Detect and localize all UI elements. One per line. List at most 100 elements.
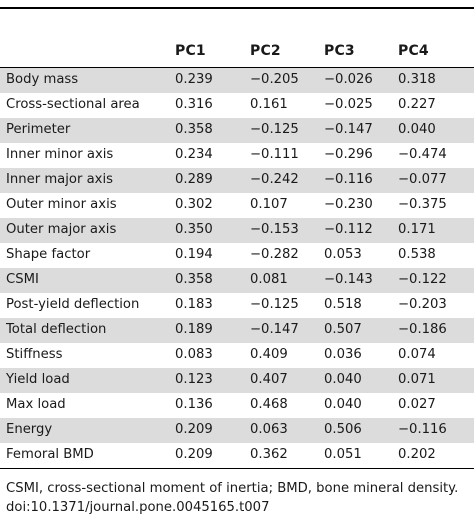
cell-pc2: 0.468 xyxy=(250,397,288,412)
cell-pc2: 0.107 xyxy=(250,197,288,212)
table-row: Energy 0.209 0.063 0.506 −0.116 xyxy=(0,418,474,443)
table-header: PC1 PC2 PC3 PC4 xyxy=(0,9,474,68)
cell-pc3: 0.040 xyxy=(324,397,362,412)
cell-pc4: −0.122 xyxy=(398,272,447,287)
cell-pc4: −0.375 xyxy=(398,197,447,212)
cell-pc3: −0.025 xyxy=(324,97,373,112)
cell-pc1: 0.358 xyxy=(175,122,213,137)
cell-pc2: −0.125 xyxy=(250,297,299,312)
table-row: CSMI 0.358 0.081 −0.143 −0.122 xyxy=(0,268,474,293)
cell-pc4: −0.116 xyxy=(398,422,447,437)
cell-pc1: 0.189 xyxy=(175,322,213,337)
row-label: Cross-sectional area xyxy=(6,97,140,112)
cell-pc3: −0.026 xyxy=(324,72,373,87)
table-row: Shape factor 0.194 −0.282 0.053 0.538 xyxy=(0,243,474,268)
cell-pc1: 0.209 xyxy=(175,422,213,437)
table-row: Outer minor axis 0.302 0.107 −0.230 −0.375 xyxy=(0,193,474,218)
footnote-abbreviations: CSMI, cross-sectional moment of inertia;… xyxy=(6,481,459,496)
cell-pc1: 0.234 xyxy=(175,147,213,162)
row-label: Max load xyxy=(6,397,66,412)
cell-pc4: −0.077 xyxy=(398,172,447,187)
cell-pc1: 0.316 xyxy=(175,97,213,112)
cell-pc1: 0.350 xyxy=(175,222,213,237)
header-pc1: PC1 xyxy=(175,43,206,59)
table-row: Max load 0.136 0.468 0.040 0.027 xyxy=(0,393,474,418)
table-row: Perimeter 0.358 −0.125 −0.147 0.040 xyxy=(0,118,474,143)
table-row: Femoral BMD 0.209 0.362 0.051 0.202 xyxy=(0,443,474,468)
cell-pc4: 0.202 xyxy=(398,447,436,462)
table-row: Stiffness 0.083 0.409 0.036 0.074 xyxy=(0,343,474,368)
cell-pc2: −0.111 xyxy=(250,147,299,162)
cell-pc2: −0.242 xyxy=(250,172,299,187)
cell-pc4: 0.074 xyxy=(398,347,436,362)
table-row: Total deflection 0.189 −0.147 0.507 −0.186 xyxy=(0,318,474,343)
cell-pc4: −0.474 xyxy=(398,147,447,162)
cell-pc3: 0.040 xyxy=(324,372,362,387)
cell-pc3: −0.143 xyxy=(324,272,373,287)
cell-pc4: 0.538 xyxy=(398,247,436,262)
bottom-rule xyxy=(0,468,474,469)
row-label: CSMI xyxy=(6,272,39,287)
cell-pc3: 0.036 xyxy=(324,347,362,362)
cell-pc4: 0.027 xyxy=(398,397,436,412)
cell-pc4: −0.203 xyxy=(398,297,447,312)
cell-pc1: 0.123 xyxy=(175,372,213,387)
cell-pc2: 0.362 xyxy=(250,447,288,462)
cell-pc2: 0.409 xyxy=(250,347,288,362)
cell-pc2: 0.407 xyxy=(250,372,288,387)
cell-pc4: 0.040 xyxy=(398,122,436,137)
cell-pc1: 0.239 xyxy=(175,72,213,87)
row-label: Body mass xyxy=(6,72,79,87)
row-label: Outer major axis xyxy=(6,222,117,237)
row-label: Perimeter xyxy=(6,122,71,137)
row-label: Total deflection xyxy=(6,322,107,337)
cell-pc3: −0.147 xyxy=(324,122,373,137)
cell-pc4: 0.318 xyxy=(398,72,436,87)
cell-pc2: 0.161 xyxy=(250,97,288,112)
cell-pc3: 0.506 xyxy=(324,422,362,437)
cell-pc2: −0.153 xyxy=(250,222,299,237)
cell-pc1: 0.209 xyxy=(175,447,213,462)
top-rule xyxy=(0,7,474,9)
table-row: Cross-sectional area 0.316 0.161 −0.025 0.22… xyxy=(0,93,474,118)
table-row: Inner minor axis 0.234 −0.111 −0.296 −0.474 xyxy=(0,143,474,168)
row-label: Stiffness xyxy=(6,347,63,362)
cell-pc4: 0.071 xyxy=(398,372,436,387)
header-pc4: PC4 xyxy=(398,43,429,59)
cell-pc1: 0.183 xyxy=(175,297,213,312)
cell-pc2: −0.282 xyxy=(250,247,299,262)
row-label: Yield load xyxy=(6,372,70,387)
cell-pc3: −0.230 xyxy=(324,197,373,212)
table-row: Outer major axis 0.350 −0.153 −0.112 0.171 xyxy=(0,218,474,243)
header-pc2: PC2 xyxy=(250,43,281,59)
row-label: Outer minor axis xyxy=(6,197,117,212)
cell-pc1: 0.194 xyxy=(175,247,213,262)
cell-pc2: −0.125 xyxy=(250,122,299,137)
cell-pc3: −0.296 xyxy=(324,147,373,162)
cell-pc4: −0.186 xyxy=(398,322,447,337)
cell-pc2: 0.081 xyxy=(250,272,288,287)
row-label: Inner major axis xyxy=(6,172,114,187)
cell-pc1: 0.136 xyxy=(175,397,213,412)
row-label: Energy xyxy=(6,422,53,437)
cell-pc3: 0.518 xyxy=(324,297,362,312)
cell-pc2: −0.147 xyxy=(250,322,299,337)
cell-pc3: 0.051 xyxy=(324,447,362,462)
cell-pc3: 0.053 xyxy=(324,247,362,262)
cell-pc2: −0.205 xyxy=(250,72,299,87)
cell-pc3: −0.116 xyxy=(324,172,373,187)
table-footnote: CSMI, cross-sectional moment of inertia;… xyxy=(0,469,474,517)
table-row: Yield load 0.123 0.407 0.040 0.071 xyxy=(0,368,474,393)
header-pc3: PC3 xyxy=(324,43,355,59)
table-row: Body mass 0.239 −0.205 −0.026 0.318 xyxy=(0,68,474,93)
cell-pc1: 0.302 xyxy=(175,197,213,212)
table-body: Body mass 0.239 −0.205 −0.026 0.318 Cross-sec… xyxy=(0,68,474,468)
row-label: Post-yield deflection xyxy=(6,297,140,312)
table-row: Post-yield deflection 0.183 −0.125 0.518 −0.… xyxy=(0,293,474,318)
cell-pc4: 0.227 xyxy=(398,97,436,112)
cell-pc2: 0.063 xyxy=(250,422,288,437)
cell-pc1: 0.358 xyxy=(175,272,213,287)
cell-pc1: 0.083 xyxy=(175,347,213,362)
cell-pc3: −0.112 xyxy=(324,222,373,237)
